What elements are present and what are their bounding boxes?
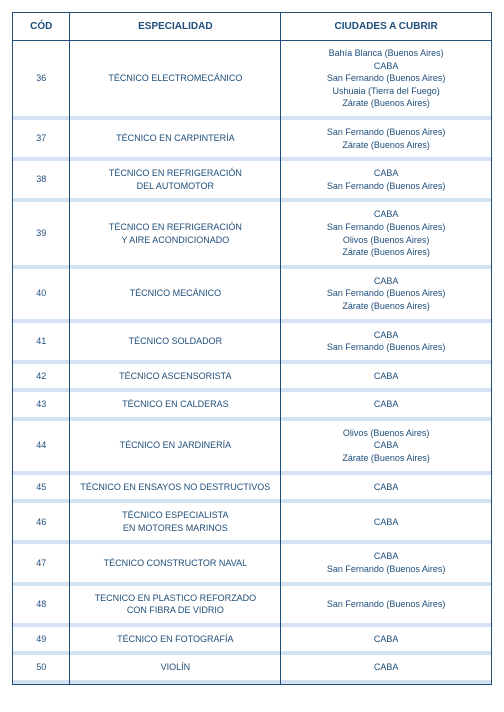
header-ciudades: CIUDADES A CUBRIR — [281, 13, 492, 41]
cell-especialidad: TÉCNICO EN CALDERAS — [70, 392, 281, 417]
table-row: 46TÉCNICO ESPECIALISTAEN MOTORES MARINOS… — [13, 503, 492, 540]
cell-cod: 45 — [13, 475, 70, 500]
table-row: 43TÉCNICO EN CALDERASCABA — [13, 392, 492, 417]
cell-especialidad: TÉCNICO EN JARDINERÍA — [70, 421, 281, 471]
table-row: 49TÉCNICO EN FOTOGRAFÍACABA — [13, 627, 492, 652]
cell-especialidad: TÉCNICO EN FOTOGRAFÍA — [70, 627, 281, 652]
cell-cod: 48 — [13, 586, 70, 623]
table-row: 37TÉCNICO EN CARPINTERÍASan Fernando (Bu… — [13, 120, 492, 157]
table-row: 38TÉCNICO EN REFRIGERACIÓNDEL AUTOMOTORC… — [13, 161, 492, 198]
cell-especialidad: VIOLÍN — [70, 655, 281, 680]
cell-cod: 36 — [13, 41, 70, 116]
cell-especialidad: TÉCNICO SOLDADOR — [70, 323, 281, 360]
cell-ciudades: CABASan Fernando (Buenos Aires) — [281, 161, 492, 198]
cell-cod: 41 — [13, 323, 70, 360]
cell-especialidad: TÉCNICO ASCENSORISTA — [70, 364, 281, 389]
cell-especialidad: TÉCNICO EN CARPINTERÍA — [70, 120, 281, 157]
cell-ciudades: CABA — [281, 475, 492, 500]
cell-especialidad: TÉCNICO CONSTRUCTOR NAVAL — [70, 544, 281, 581]
table-row: 36TÉCNICO ELECTROMECÁNICOBahía Blanca (B… — [13, 41, 492, 116]
cell-ciudades: Bahía Blanca (Buenos Aires)CABASan Ferna… — [281, 41, 492, 116]
cell-ciudades: CABASan Fernando (Buenos Aires) — [281, 323, 492, 360]
cell-cod: 50 — [13, 655, 70, 680]
cell-ciudades: CABA — [281, 655, 492, 680]
cell-ciudades: CABA — [281, 503, 492, 540]
cell-ciudades: San Fernando (Buenos Aires) — [281, 586, 492, 623]
table-row: 48TECNICO EN PLASTICO REFORZADOCON FIBRA… — [13, 586, 492, 623]
table-row: 39TÉCNICO EN REFRIGERACIÓNY AIRE ACONDIC… — [13, 202, 492, 264]
cell-cod: 39 — [13, 202, 70, 264]
cell-especialidad: TÉCNICO MECÁNICO — [70, 269, 281, 319]
header-especialidad: ESPECIALIDAD — [70, 13, 281, 41]
cell-ciudades: CABASan Fernando (Buenos Aires)Olivos (B… — [281, 202, 492, 264]
cell-ciudades: CABA — [281, 627, 492, 652]
cell-cod: 43 — [13, 392, 70, 417]
table-row: 44TÉCNICO EN JARDINERÍAOlivos (Buenos Ai… — [13, 421, 492, 471]
header-cod: CÓD — [13, 13, 70, 41]
cell-cod: 42 — [13, 364, 70, 389]
cell-ciudades: CABASan Fernando (Buenos Aires)Zárate (B… — [281, 269, 492, 319]
cell-cod: 38 — [13, 161, 70, 198]
table-row: 42TÉCNICO ASCENSORISTACABA — [13, 364, 492, 389]
table-row: 45TÉCNICO EN ENSAYOS NO DESTRUCTIVOSCABA — [13, 475, 492, 500]
table-row: 50VIOLÍNCABA — [13, 655, 492, 680]
cell-cod: 40 — [13, 269, 70, 319]
table-row: 41TÉCNICO SOLDADORCABASan Fernando (Buen… — [13, 323, 492, 360]
specialties-table: CÓD ESPECIALIDAD CIUDADES A CUBRIR 36TÉC… — [12, 12, 492, 685]
cell-ciudades: CABASan Fernando (Buenos Aires) — [281, 544, 492, 581]
table-row: 40TÉCNICO MECÁNICOCABASan Fernando (Buen… — [13, 269, 492, 319]
cell-cod: 47 — [13, 544, 70, 581]
cell-especialidad: TÉCNICO EN REFRIGERACIÓNY AIRE ACONDICIO… — [70, 202, 281, 264]
table-row: 47TÉCNICO CONSTRUCTOR NAVALCABASan Ferna… — [13, 544, 492, 581]
cell-especialidad: TÉCNICO ESPECIALISTAEN MOTORES MARINOS — [70, 503, 281, 540]
cell-especialidad: TECNICO EN PLASTICO REFORZADOCON FIBRA D… — [70, 586, 281, 623]
cell-especialidad: TÉCNICO ELECTROMECÁNICO — [70, 41, 281, 116]
cell-especialidad: TÉCNICO EN REFRIGERACIÓNDEL AUTOMOTOR — [70, 161, 281, 198]
cell-ciudades: Olivos (Buenos Aires)CABAZárate (Buenos … — [281, 421, 492, 471]
cell-especialidad: TÉCNICO EN ENSAYOS NO DESTRUCTIVOS — [70, 475, 281, 500]
cell-cod: 37 — [13, 120, 70, 157]
cell-cod: 49 — [13, 627, 70, 652]
cell-cod: 46 — [13, 503, 70, 540]
cell-cod: 44 — [13, 421, 70, 471]
cell-ciudades: CABA — [281, 364, 492, 389]
cell-ciudades: San Fernando (Buenos Aires)Zárate (Bueno… — [281, 120, 492, 157]
cell-ciudades: CABA — [281, 392, 492, 417]
row-separator — [13, 680, 492, 684]
header-row: CÓD ESPECIALIDAD CIUDADES A CUBRIR — [13, 13, 492, 41]
